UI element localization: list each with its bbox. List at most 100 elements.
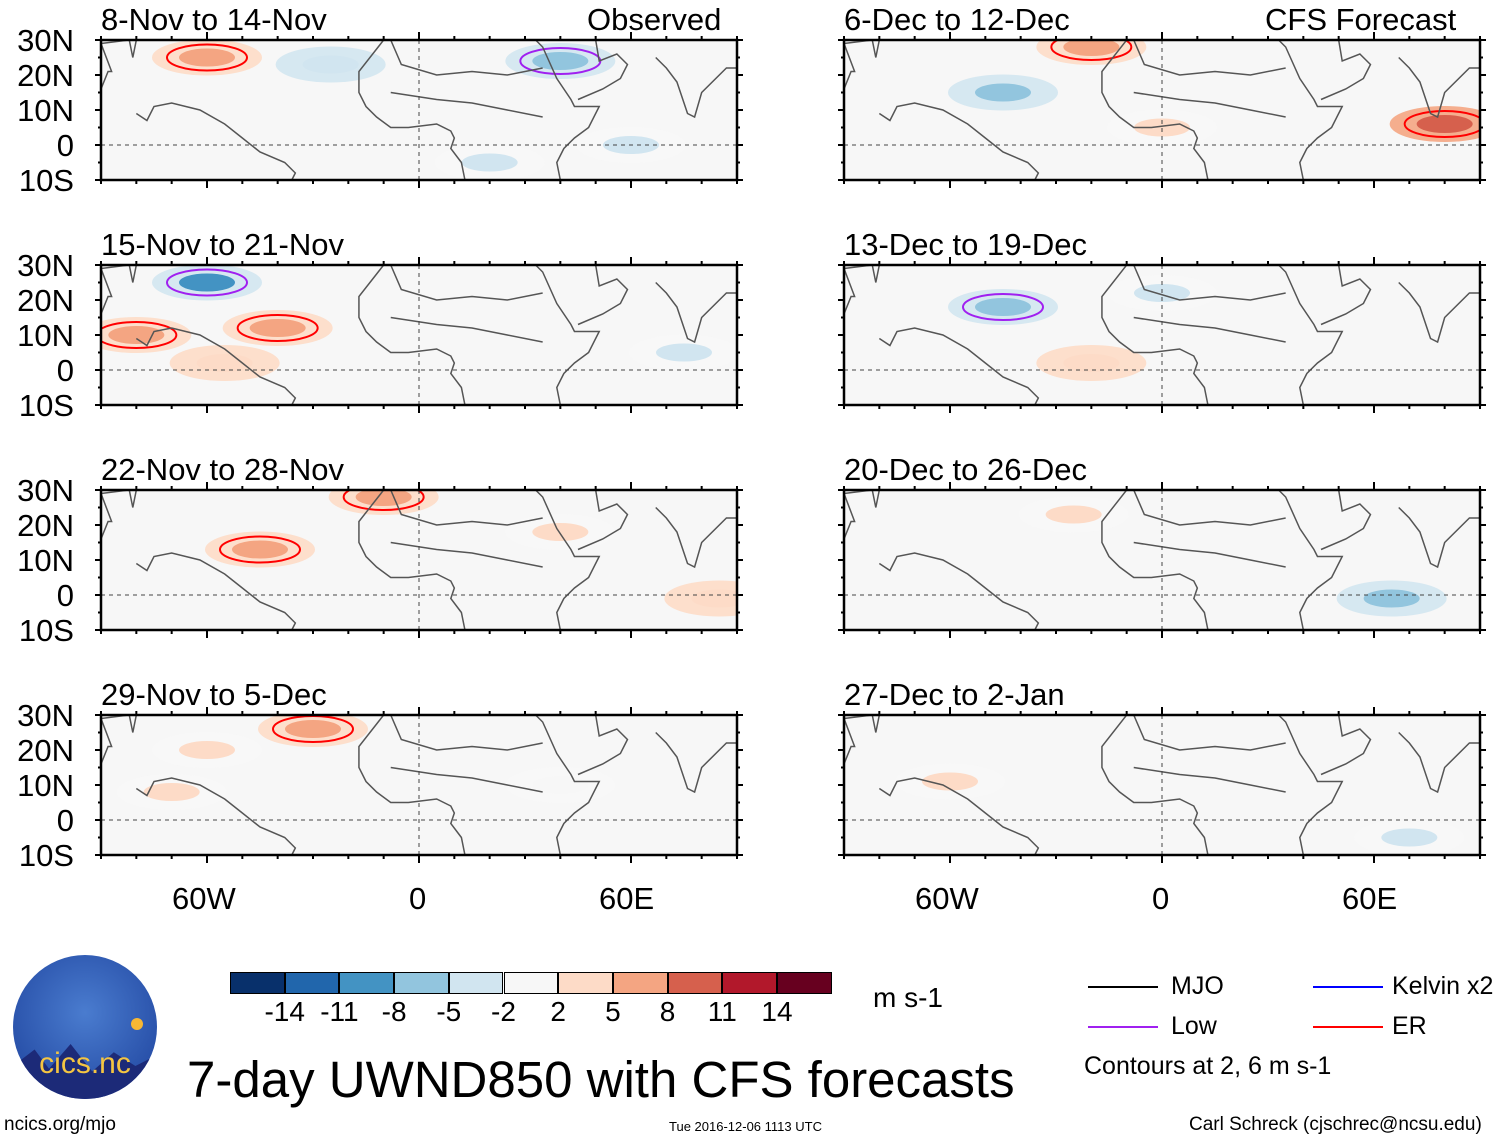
- coastline: [390, 766, 543, 793]
- anomaly-core: [922, 772, 978, 791]
- anomaly-core: [532, 52, 589, 70]
- coastline: [1320, 490, 1372, 551]
- coastline: [358, 265, 466, 405]
- lon-label: 0: [1152, 881, 1170, 916]
- coastline: [101, 715, 138, 765]
- coastline: [844, 490, 881, 540]
- lat-label: 10S: [18, 388, 74, 423]
- coastline: [135, 102, 297, 180]
- panel-title: 8-Nov to 14-Nov: [101, 2, 327, 37]
- coastline: [844, 265, 881, 315]
- colorbar-swatch: [503, 972, 559, 994]
- anomaly-core: [179, 741, 235, 759]
- coastline: [1278, 40, 1344, 180]
- lat-label: 30N: [17, 23, 74, 58]
- coastline: [390, 490, 543, 526]
- coastline: [535, 490, 601, 630]
- colorbar-swatch: [394, 972, 449, 994]
- colorbar-label: -11: [320, 996, 359, 1027]
- lat-label: 30N: [17, 473, 74, 508]
- coastline: [1101, 715, 1209, 855]
- colorbar-label: 14: [761, 996, 793, 1027]
- anomaly-core: [1416, 115, 1473, 133]
- colorbar-swatch: [339, 972, 395, 994]
- anomaly-core: [249, 319, 306, 337]
- lat-label: 0: [56, 353, 74, 388]
- coastline: [1133, 766, 1286, 793]
- coastline: [358, 40, 466, 180]
- figure-title: 7-day UWND850 with CFS forecasts: [187, 1051, 1015, 1108]
- colorbar-swatch: [777, 972, 832, 994]
- contour-line: [962, 293, 1044, 321]
- anomaly-core: [1063, 40, 1120, 56]
- colorbar-label: -14: [264, 996, 305, 1027]
- coastline: [1398, 731, 1480, 794]
- legend-low: Low: [1171, 1012, 1217, 1040]
- coastline: [1133, 715, 1286, 751]
- lon-label: 60W: [172, 881, 236, 916]
- units-label: m s-1: [873, 982, 943, 1013]
- coastline: [655, 281, 737, 344]
- map-panel: [95, 257, 743, 413]
- coastline: [390, 316, 543, 343]
- coastline: [358, 490, 466, 630]
- legend-er: ER: [1392, 1012, 1427, 1040]
- coastline: [390, 40, 543, 76]
- anomaly-core: [975, 298, 1031, 316]
- coastline: [1320, 265, 1372, 326]
- coastline: [655, 506, 737, 569]
- footer-url[interactable]: ncics.org/mjo: [4, 1114, 116, 1135]
- lat-label: 30N: [17, 698, 74, 733]
- map-panel: [838, 707, 1486, 863]
- colorbar-label: 5: [605, 996, 621, 1027]
- lon-label: 60W: [915, 881, 979, 916]
- coastline: [1278, 715, 1344, 855]
- panel-title: 6-Dec to 12-Dec: [844, 2, 1070, 37]
- coastline: [1398, 281, 1480, 344]
- colorbar-swatch: [722, 972, 777, 994]
- coastline: [101, 40, 138, 90]
- coastline: [535, 265, 601, 405]
- coastline: [655, 56, 737, 119]
- coastline: [1133, 265, 1286, 301]
- anomaly-core: [355, 490, 412, 506]
- panel-title: 13-Dec to 19-Dec: [844, 227, 1087, 262]
- coastline: [1133, 490, 1286, 526]
- coastline: [390, 91, 543, 118]
- panel-title: 27-Dec to 2-Jan: [844, 677, 1065, 712]
- colorbar-swatch: [667, 972, 723, 994]
- lat-label: 10N: [17, 318, 74, 353]
- logo-text: cics.nc: [39, 1047, 131, 1080]
- lat-label: 10S: [18, 838, 74, 873]
- observed-label: Observed: [587, 2, 722, 37]
- contour-line: [1403, 110, 1480, 138]
- coastline: [655, 731, 737, 794]
- coastline: [1133, 40, 1286, 76]
- lon-label: 60E: [1342, 881, 1398, 916]
- colorbar-swatch: [612, 972, 668, 994]
- colorbar-swatch: [284, 972, 340, 994]
- footer-timestamp: Tue 2016-12-06 1113 UTC: [669, 1119, 822, 1134]
- anomaly-core: [691, 589, 737, 608]
- coastline: [878, 102, 1040, 180]
- coastline: [1101, 40, 1209, 180]
- anomaly-core: [179, 48, 235, 67]
- lat-label: 10S: [18, 163, 74, 198]
- panel-title: 22-Nov to 28-Nov: [101, 452, 344, 487]
- anomaly-core: [532, 523, 589, 541]
- anomaly-core: [232, 540, 288, 559]
- map-panel: [95, 482, 743, 638]
- anomaly-core: [196, 354, 253, 372]
- cics-logo: cics.nc: [13, 955, 157, 1099]
- contour-line: [166, 43, 248, 72]
- coastline: [844, 715, 881, 765]
- map-panel: [95, 32, 743, 188]
- coastline: [1278, 265, 1344, 405]
- contour-note: Contours at 2, 6 m s-1: [1084, 1052, 1332, 1080]
- lat-label: 10N: [17, 768, 74, 803]
- anomaly-core: [1381, 828, 1438, 847]
- anomaly-core: [656, 343, 712, 362]
- coastline: [535, 715, 601, 855]
- contour-line: [101, 321, 178, 349]
- anomaly-core: [143, 783, 200, 801]
